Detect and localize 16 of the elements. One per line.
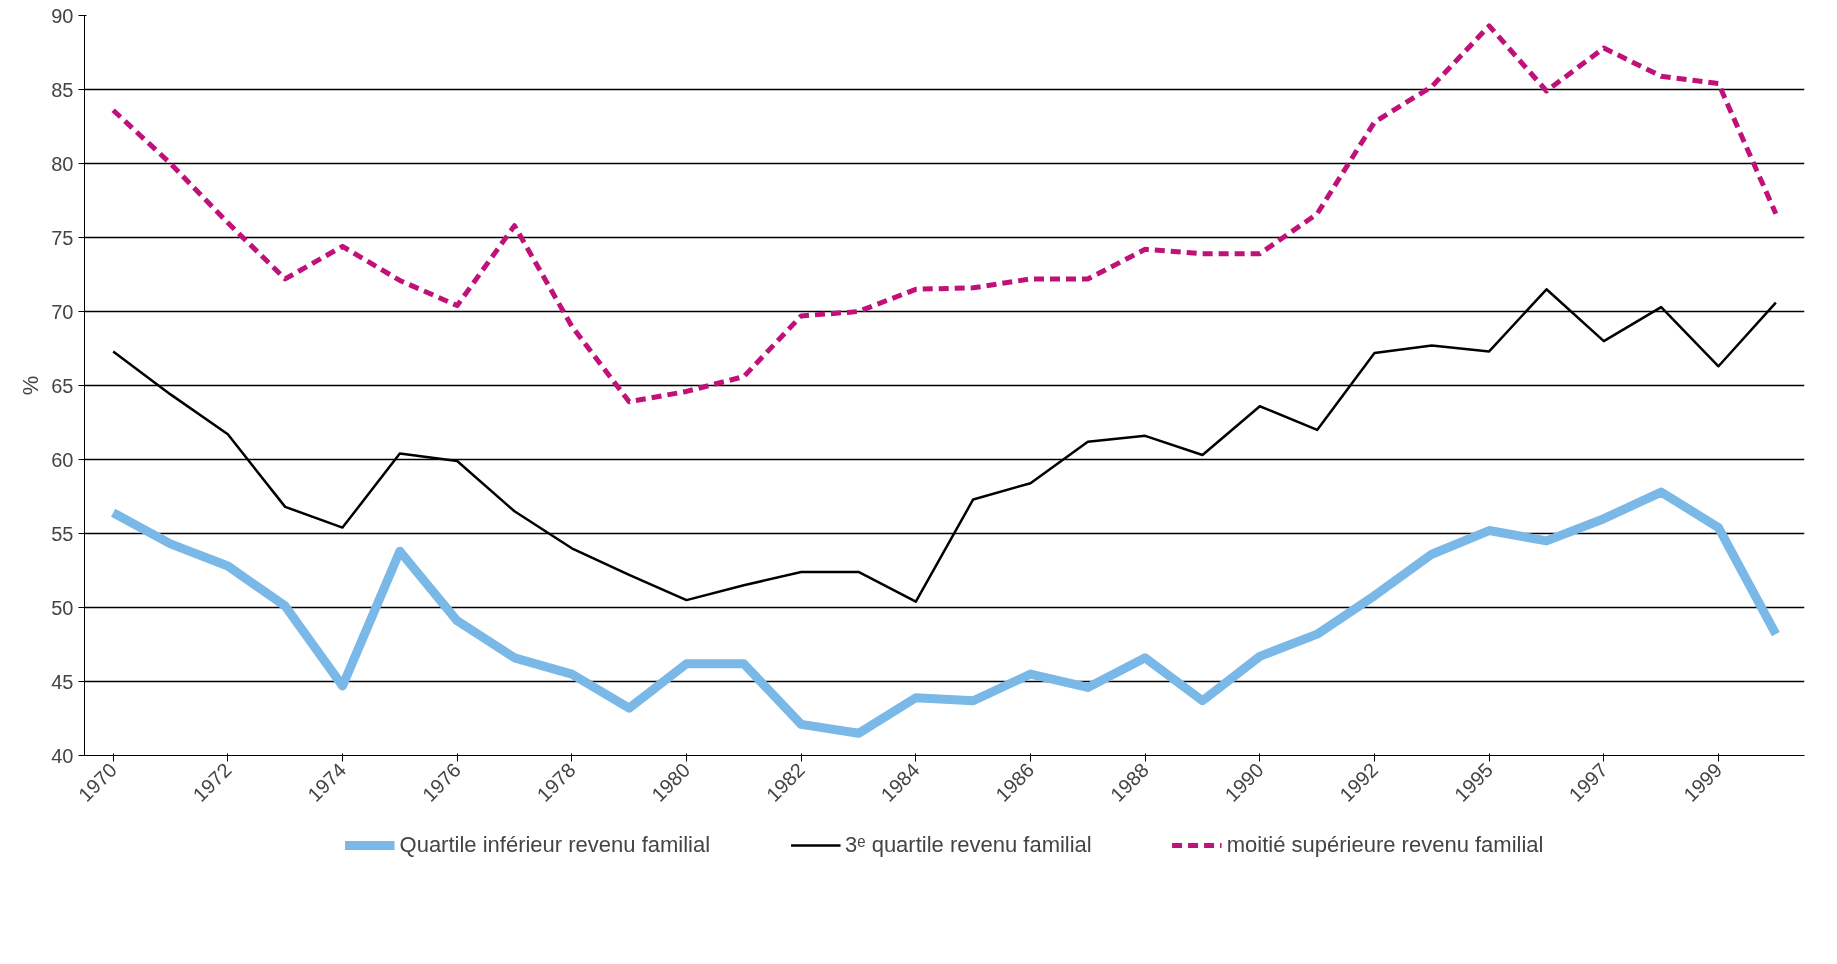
y-tick-label: 45 (51, 670, 74, 693)
y-axis-title: % (18, 375, 44, 396)
line-series (111, 288, 1778, 603)
y-tick-label: 65 (51, 374, 74, 397)
y-tick-label: 55 (51, 522, 74, 545)
legend-label: moitié supérieure revenu familial (1226, 832, 1544, 858)
legend-label: 3ᵉ quartile revenu familial (845, 832, 1092, 858)
y-tick-label: 70 (51, 300, 74, 323)
y-tick-label: 90 (51, 4, 74, 27)
legend-label: Quartile inférieur revenu familial (399, 832, 711, 858)
y-tick-label: 60 (51, 448, 74, 471)
y-tick-label: 50 (51, 596, 74, 619)
y-tick-label: 80 (51, 152, 74, 175)
y-tick-label: 75 (51, 226, 74, 249)
y-tick-label: 85 (51, 78, 74, 101)
y-tick-label: 40 (51, 744, 74, 767)
